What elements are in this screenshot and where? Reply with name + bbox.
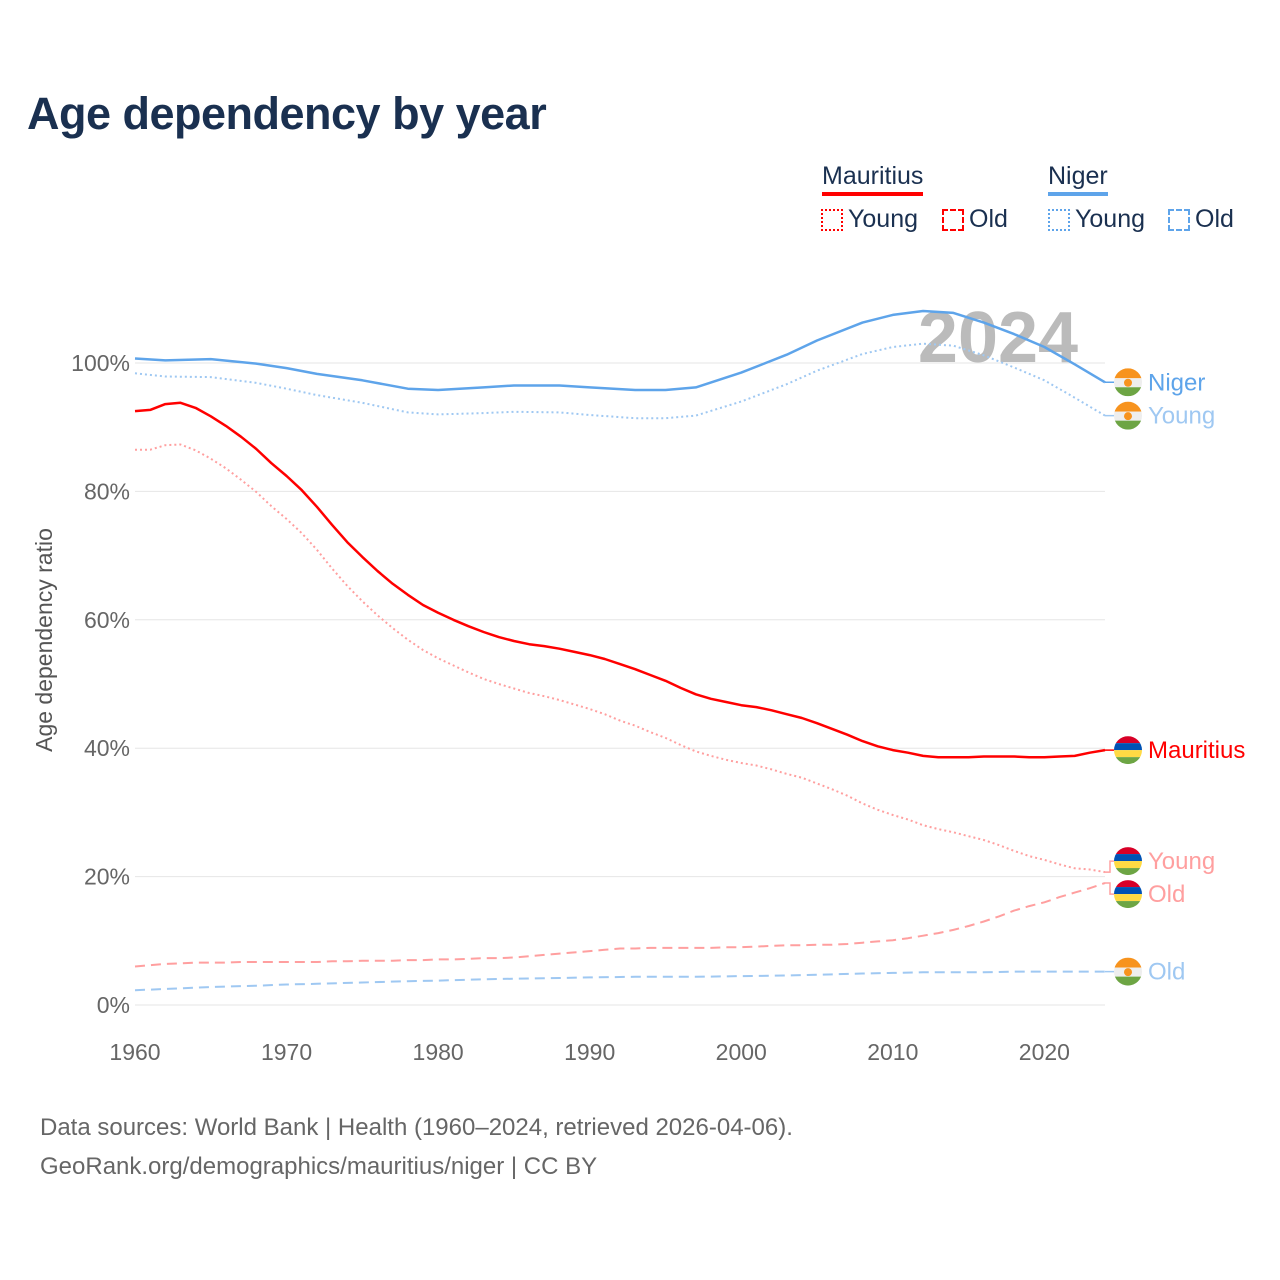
series-line-niger-old[interactable] xyxy=(134,970,1105,992)
legend-mauritius-young[interactable]: Young xyxy=(821,205,918,234)
current-year-label: 2024 xyxy=(918,298,1078,378)
legend-mauritius-old[interactable]: Old xyxy=(942,205,1008,234)
end-label-niger-young: Young xyxy=(1105,401,1215,430)
end-label-niger-old: Old xyxy=(1105,957,1185,986)
end-label-text: Old xyxy=(1148,959,1185,986)
x-tick-label: 1990 xyxy=(564,1039,615,1065)
legend-niger-old[interactable]: Old xyxy=(1168,205,1234,234)
series-line-mauritius-young[interactable] xyxy=(135,443,1106,874)
x-tick-label: 2000 xyxy=(716,1039,767,1065)
end-label-text: Niger xyxy=(1148,369,1205,396)
dotted-line-icon xyxy=(821,208,843,231)
legend-label: Old xyxy=(969,205,1008,233)
x-tick-label: 1980 xyxy=(413,1039,464,1065)
end-label-mauritius-old: Old xyxy=(1105,880,1185,909)
y-tick-label: 100% xyxy=(71,350,130,376)
legend-label: Young xyxy=(1075,205,1145,233)
niger-flag-icon xyxy=(1114,368,1142,397)
series-line-mauritius[interactable] xyxy=(134,401,1106,759)
mauritius-flag-icon xyxy=(1114,880,1142,909)
y-tick-label: 80% xyxy=(84,478,130,504)
mauritius-flag-icon xyxy=(1114,736,1142,765)
end-label-mauritius: Mauritius xyxy=(1105,736,1245,765)
dotted-line-icon xyxy=(1048,208,1070,231)
niger-flag-icon xyxy=(1114,401,1142,430)
label-connector xyxy=(1105,882,1114,895)
y-axis-label: Age dependency ratio xyxy=(31,528,57,752)
legend-mauritius[interactable]: Mauritius xyxy=(822,162,924,196)
dashed-line-icon xyxy=(942,208,964,231)
series-line-niger[interactable] xyxy=(134,309,1106,392)
source-line: Data sources: World Bank | Health (1960–… xyxy=(40,1114,793,1141)
y-tick-label: 60% xyxy=(84,607,130,633)
x-tick-label: 2010 xyxy=(867,1039,918,1065)
chart-title: Age dependency by year xyxy=(27,88,547,139)
mauritius-flag-icon xyxy=(1114,847,1142,876)
niger-flag-icon xyxy=(1114,957,1142,986)
label-connector xyxy=(1105,860,1114,873)
y-tick-label: 20% xyxy=(84,864,130,890)
legend-label: Old xyxy=(1195,205,1234,233)
series-line-niger-young[interactable] xyxy=(134,342,1106,420)
x-tick-label: 1970 xyxy=(261,1039,312,1065)
end-label-text: Mauritius xyxy=(1148,737,1245,764)
end-label-text: Young xyxy=(1148,403,1215,430)
end-label-niger: Niger xyxy=(1105,368,1205,397)
legend-niger[interactable]: Niger xyxy=(1048,162,1108,196)
dashed-line-icon xyxy=(1168,208,1190,231)
legend-label: Young xyxy=(848,205,918,233)
end-label-text: Young xyxy=(1148,848,1215,875)
x-tick-label: 2020 xyxy=(1019,1039,1070,1065)
end-label-mauritius-young: Young xyxy=(1105,847,1215,876)
footer: Data sources: World Bank | Health (1960–… xyxy=(40,1108,793,1186)
attribution-line: GeoRank.org/demographics/mauritius/niger… xyxy=(40,1153,598,1180)
x-tick-label: 1960 xyxy=(109,1039,160,1065)
y-tick-label: 0% xyxy=(97,992,130,1018)
y-tick-label: 40% xyxy=(84,735,130,761)
series-line-mauritius-old[interactable] xyxy=(134,882,1106,968)
end-label-text: Old xyxy=(1148,881,1185,908)
legend-niger-young[interactable]: Young xyxy=(1048,205,1145,234)
